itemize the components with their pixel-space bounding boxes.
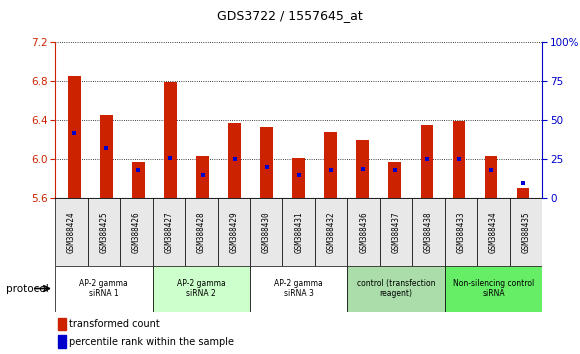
Bar: [445, 266, 542, 312]
Bar: [315, 198, 347, 266]
Bar: [380, 198, 412, 266]
Text: GSM388431: GSM388431: [294, 211, 303, 253]
Text: control (transfection
reagent): control (transfection reagent): [357, 279, 436, 298]
Bar: [347, 266, 445, 312]
Bar: [477, 198, 510, 266]
Bar: [324, 132, 337, 198]
Bar: [88, 198, 120, 266]
Bar: [55, 266, 153, 312]
Bar: [58, 318, 66, 330]
Bar: [510, 198, 542, 266]
Bar: [185, 198, 218, 266]
Bar: [68, 75, 81, 198]
Text: GSM388438: GSM388438: [424, 211, 433, 253]
Bar: [292, 158, 305, 198]
Bar: [55, 198, 88, 266]
Text: GDS3722 / 1557645_at: GDS3722 / 1557645_at: [217, 9, 363, 22]
Bar: [282, 198, 315, 266]
Bar: [218, 198, 250, 266]
Text: AP-2 gamma
siRNA 2: AP-2 gamma siRNA 2: [177, 279, 226, 298]
Bar: [250, 198, 282, 266]
Text: GSM388426: GSM388426: [132, 211, 141, 253]
Text: Non-silencing control
siRNA: Non-silencing control siRNA: [453, 279, 534, 298]
Bar: [228, 123, 241, 198]
Bar: [153, 198, 185, 266]
Bar: [356, 140, 369, 198]
Bar: [164, 82, 177, 198]
Text: AP-2 gamma
siRNA 3: AP-2 gamma siRNA 3: [274, 279, 323, 298]
Bar: [132, 162, 145, 198]
Text: GSM388424: GSM388424: [67, 211, 76, 253]
Bar: [58, 335, 66, 348]
Bar: [389, 162, 401, 198]
Bar: [196, 156, 209, 198]
Text: GSM388433: GSM388433: [456, 211, 466, 253]
Text: GSM388428: GSM388428: [197, 211, 206, 253]
Text: GSM388430: GSM388430: [262, 211, 271, 253]
Bar: [445, 198, 477, 266]
Text: protocol: protocol: [6, 284, 49, 293]
Bar: [250, 266, 347, 312]
Text: GSM388435: GSM388435: [521, 211, 531, 253]
Text: GSM388425: GSM388425: [99, 211, 108, 253]
Text: GSM388427: GSM388427: [164, 211, 173, 253]
Bar: [347, 198, 380, 266]
Bar: [485, 156, 498, 198]
Bar: [517, 188, 530, 198]
Bar: [452, 121, 465, 198]
Bar: [412, 198, 445, 266]
Text: GSM388429: GSM388429: [229, 211, 238, 253]
Bar: [260, 127, 273, 198]
Text: transformed count: transformed count: [70, 319, 160, 329]
Bar: [420, 125, 433, 198]
Bar: [120, 198, 153, 266]
Text: percentile rank within the sample: percentile rank within the sample: [70, 337, 234, 347]
Bar: [153, 266, 250, 312]
Text: GSM388432: GSM388432: [327, 211, 336, 253]
Text: GSM388436: GSM388436: [359, 211, 368, 253]
Text: GSM388434: GSM388434: [489, 211, 498, 253]
Bar: [100, 115, 113, 198]
Text: AP-2 gamma
siRNA 1: AP-2 gamma siRNA 1: [79, 279, 128, 298]
Text: GSM388437: GSM388437: [392, 211, 401, 253]
